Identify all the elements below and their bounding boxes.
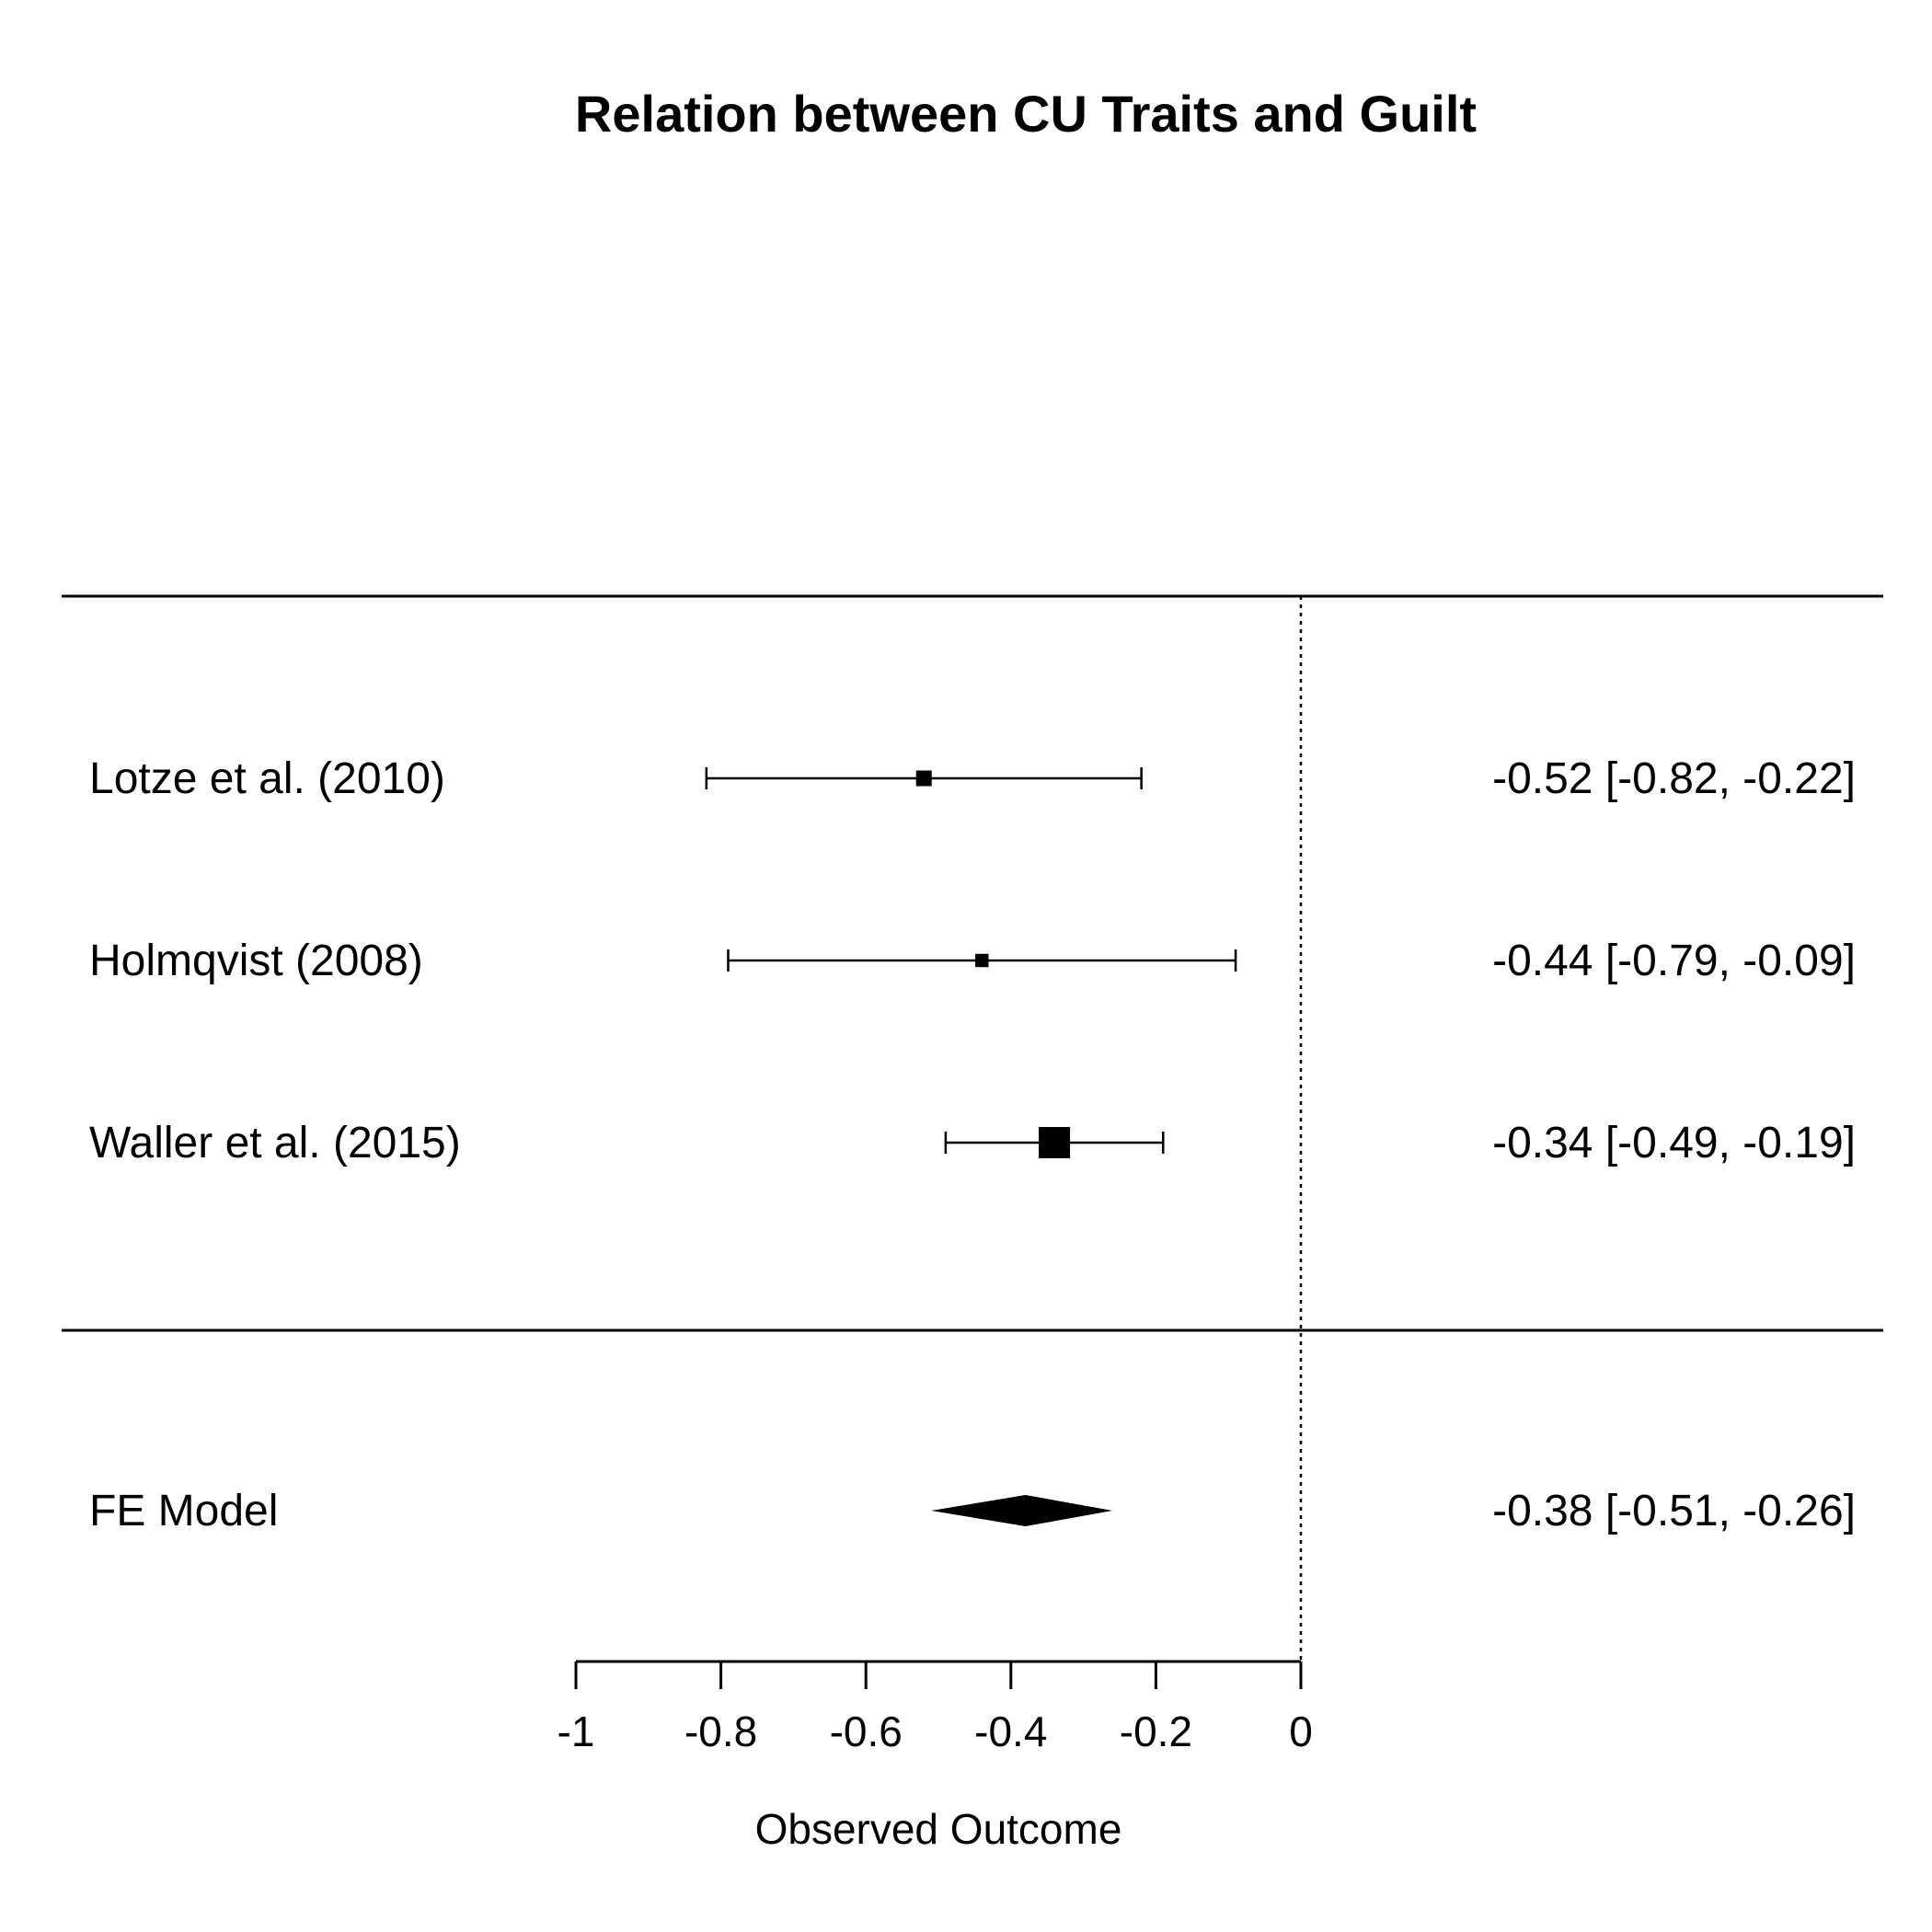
summary-row: FE Model -0.38 [-0.51, -0.26]: [89, 1487, 1856, 1535]
x-axis-label: Observed Outcome: [755, 1805, 1122, 1853]
x-tick-label: -0.2: [1120, 1708, 1192, 1755]
point-estimate: [1039, 1127, 1071, 1158]
study-label: Lotze et al. (2010): [89, 754, 445, 803]
chart-title: Relation between CU Traits and Guilt: [575, 85, 1477, 143]
x-tick-label: 0: [1289, 1708, 1313, 1755]
point-estimate: [975, 953, 989, 968]
study-row: Waller et al. (2015) -0.34 [-0.49, -0.19]: [89, 1119, 1856, 1167]
study-annotation: -0.44 [-0.79, -0.09]: [1492, 937, 1856, 985]
study-label: Waller et al. (2015): [89, 1119, 461, 1167]
summary-label: FE Model: [89, 1487, 278, 1535]
x-tick-label: -1: [558, 1708, 595, 1755]
study-row: Lotze et al. (2010) -0.52 [-0.82, -0.22]: [89, 754, 1856, 803]
study-annotation: -0.34 [-0.49, -0.19]: [1492, 1119, 1856, 1167]
summary-annotation: -0.38 [-0.51, -0.26]: [1492, 1487, 1856, 1535]
point-estimate: [915, 770, 932, 787]
study-row: Holmqvist (2008) -0.44 [-0.79, -0.09]: [89, 937, 1856, 985]
study-annotation: -0.52 [-0.82, -0.22]: [1492, 754, 1856, 803]
x-tick-label: -0.4: [974, 1708, 1047, 1755]
summary-diamond: [931, 1495, 1113, 1526]
x-tick-label: -0.6: [830, 1708, 903, 1755]
study-label: Holmqvist (2008): [89, 937, 423, 985]
x-tick-label: -0.8: [684, 1708, 757, 1755]
